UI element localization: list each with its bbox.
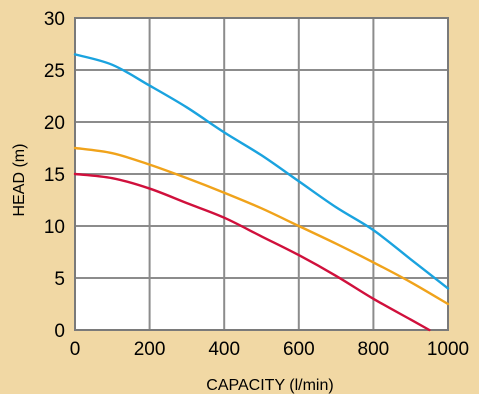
y-axis-title: HEAD (m): [11, 144, 28, 217]
y-tick-label: 15: [44, 165, 65, 186]
x-tick-label: 200: [134, 339, 166, 360]
x-tick-label: 600: [283, 339, 315, 360]
series-line-1: [73, 53, 450, 290]
y-tick-label: 20: [44, 113, 65, 134]
x-tick-label: 800: [358, 339, 390, 360]
x-axis-title: CAPACITY (l/min): [206, 377, 333, 394]
y-tick-label: 25: [44, 61, 65, 82]
y-tick-label: 0: [54, 321, 65, 342]
y-tick-label: 10: [44, 217, 65, 238]
series-line-2: [73, 146, 450, 306]
x-tick-label: 1000: [427, 339, 469, 360]
x-tick-label: 0: [70, 339, 81, 360]
y-tick-label: 30: [44, 9, 65, 30]
series-line-3: [73, 172, 431, 332]
x-tick-label: 400: [208, 339, 240, 360]
y-tick-label: 5: [54, 269, 65, 290]
